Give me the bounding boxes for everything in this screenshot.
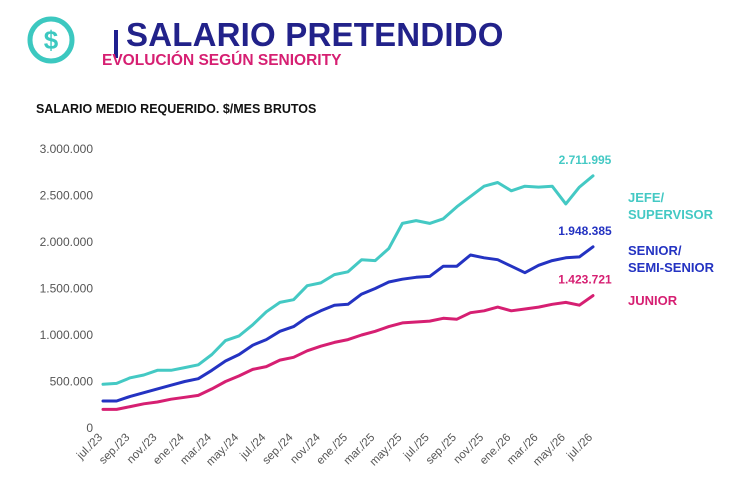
y-tick-label: 1.000.000 [40,328,94,342]
y-tick-label: 0 [86,421,93,435]
x-tick-label: jul./26 [564,432,595,463]
title-divider [114,30,118,58]
legend-label-senior: SEMI-SENIOR [628,260,715,275]
y-tick-label: 500.000 [50,375,94,389]
legend-label-jefe: SUPERVISOR [628,207,714,222]
legend-label-jefe: JEFE/ [628,190,665,205]
x-tick-label: sep./23 [97,432,132,467]
y-tick-label: 2.500.000 [40,189,94,203]
x-tick-label: sep./25 [424,432,459,467]
page-subtitle: EVOLUCIÓN SEGÚN SENIORITY [102,52,342,69]
y-tick-label: 3.000.000 [40,142,94,156]
y-tick-label: 2.000.000 [40,235,94,249]
series-line-junior [101,294,595,411]
header: $ SALARIO PRETENDIDO EVOLUCIÓN SEGÚN SEN… [24,12,724,76]
data-label-jefe: 2.711.995 [559,153,612,167]
y-tick-label: 1.500.000 [40,282,94,296]
chart-title: SALARIO MEDIO REQUERIDO. $/MES BRUTOS [36,102,317,116]
data-label-senior: 1.948.385 [558,224,612,238]
page-title: SALARIO PRETENDIDO [126,16,504,53]
svg-text:$: $ [44,25,59,55]
dollar-circle-icon: $ [27,16,75,64]
legend-label-junior: JUNIOR [628,293,678,308]
series-line-jefe [101,174,595,386]
series-line-senior [101,245,595,403]
legend-label-senior: SENIOR/ [628,243,682,258]
data-label-junior: 1.423.721 [558,273,612,287]
